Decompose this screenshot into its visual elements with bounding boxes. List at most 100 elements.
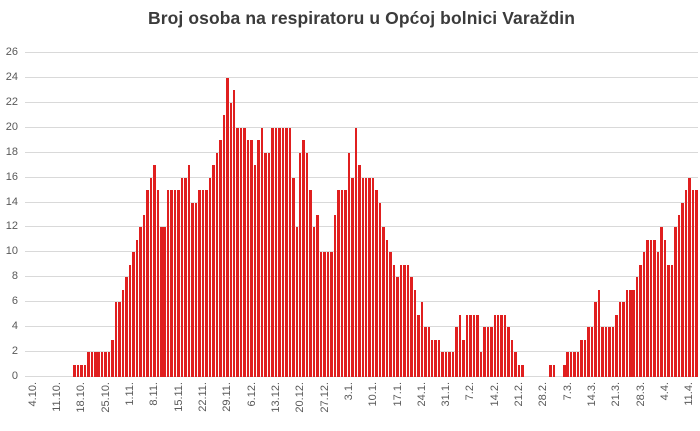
bar xyxy=(104,352,107,377)
gridline xyxy=(25,52,698,53)
bar xyxy=(205,190,208,377)
y-axis-label: 6 xyxy=(11,295,18,308)
bar xyxy=(100,352,104,377)
bar xyxy=(674,227,677,377)
bar xyxy=(114,302,118,377)
bar xyxy=(385,239,389,377)
bar xyxy=(476,314,479,377)
bar xyxy=(292,177,295,377)
x-axis-label: 29.11. xyxy=(221,382,234,412)
bar xyxy=(660,227,663,377)
bar xyxy=(681,202,684,377)
bar xyxy=(187,165,191,377)
bar xyxy=(667,264,670,377)
bar xyxy=(83,364,87,377)
bar xyxy=(107,352,111,377)
bar xyxy=(646,239,649,377)
bar xyxy=(611,327,615,377)
bar xyxy=(403,264,406,377)
bar xyxy=(295,227,298,377)
bar xyxy=(622,302,625,377)
bar xyxy=(267,152,271,377)
bar xyxy=(430,339,434,377)
bar xyxy=(684,190,688,377)
bar xyxy=(198,190,201,377)
bar xyxy=(514,352,517,377)
x-axis-label: 7.2. xyxy=(464,382,477,401)
bar xyxy=(250,140,253,377)
bar xyxy=(170,190,173,377)
bar xyxy=(417,314,420,377)
bar xyxy=(253,165,257,377)
bar xyxy=(510,339,514,377)
bar xyxy=(215,152,219,377)
bar xyxy=(639,264,642,377)
bar xyxy=(503,314,507,377)
bar xyxy=(486,327,490,377)
bar xyxy=(87,352,90,377)
bar xyxy=(149,177,153,377)
y-axis-label: 10 xyxy=(5,245,18,258)
x-axis-label: 7.3. xyxy=(561,382,574,401)
x-axis-label: 13.12. xyxy=(269,382,282,413)
bar xyxy=(201,190,205,377)
y-axis-label: 0 xyxy=(11,370,18,382)
bar xyxy=(94,352,97,377)
bar xyxy=(260,127,264,377)
bar xyxy=(573,352,576,377)
bar xyxy=(590,327,594,377)
bar xyxy=(194,202,198,377)
x-axis-label: 3.1. xyxy=(342,382,355,401)
bar xyxy=(601,327,604,377)
x-axis-label: 14.2. xyxy=(488,382,501,407)
bar xyxy=(173,190,177,377)
bar xyxy=(552,364,556,377)
bar xyxy=(232,90,236,377)
x-axis-label: 18.10. xyxy=(75,382,88,413)
bar xyxy=(111,339,114,377)
bar xyxy=(166,190,170,377)
bar xyxy=(434,339,437,377)
bar xyxy=(496,314,500,377)
bar xyxy=(163,227,166,377)
y-axis-label: 16 xyxy=(5,170,18,183)
bar xyxy=(389,252,392,377)
x-axis-label: 14.3. xyxy=(586,382,599,407)
bar xyxy=(344,190,347,377)
bar xyxy=(420,302,424,377)
bar xyxy=(212,165,215,377)
y-axis-label: 2 xyxy=(11,345,18,358)
x-axis-label: 24.1. xyxy=(415,382,428,407)
bar xyxy=(580,339,583,377)
bar xyxy=(479,352,483,377)
gridline xyxy=(25,126,698,128)
bar xyxy=(566,352,569,377)
bar xyxy=(594,302,597,377)
x-axis-label: 27.12. xyxy=(318,382,331,413)
y-axis-label: 12 xyxy=(5,220,18,233)
bar xyxy=(135,239,139,377)
bar xyxy=(493,314,497,377)
bar xyxy=(208,177,212,377)
bar xyxy=(427,327,431,377)
bar xyxy=(180,177,184,377)
bar xyxy=(632,289,635,377)
x-axis-label: 15.11. xyxy=(172,382,185,412)
y-axis-label: 20 xyxy=(5,120,18,133)
bar xyxy=(278,127,281,377)
bar xyxy=(635,277,639,377)
bar xyxy=(354,127,358,377)
bar xyxy=(670,264,674,377)
bar xyxy=(597,289,601,377)
x-axis-label: 20.12. xyxy=(294,382,307,413)
bar xyxy=(677,215,681,377)
bar xyxy=(615,314,618,377)
bar xyxy=(649,239,653,377)
bar xyxy=(128,264,132,377)
bar xyxy=(243,127,246,377)
bar xyxy=(490,327,493,377)
bar xyxy=(368,177,371,377)
bar xyxy=(191,202,194,377)
bar xyxy=(604,327,608,377)
x-axis-label: 11.10. xyxy=(51,382,64,412)
